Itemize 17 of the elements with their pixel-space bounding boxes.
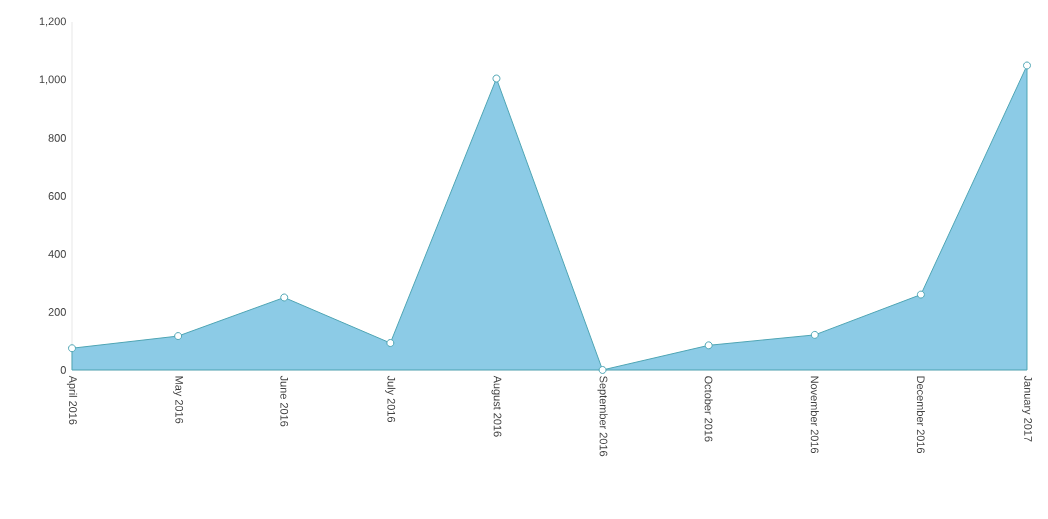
y-tick-label: 1,200 xyxy=(39,17,66,27)
y-tick-label: 1,000 xyxy=(39,75,66,85)
x-tick-label: July 2016 xyxy=(385,375,396,423)
y-tick-label: 200 xyxy=(48,308,66,316)
x-tick-label: October 2016 xyxy=(704,376,713,442)
y-tick-label: 600 xyxy=(48,192,66,200)
x-tick-label: June 2016 xyxy=(280,375,289,427)
x-tick-label: August 2016 xyxy=(491,375,502,437)
x-tick-label: January 2017 xyxy=(1022,375,1032,442)
x-tick-label: April 2016 xyxy=(66,375,78,425)
y-tick-label: 400 xyxy=(48,250,66,258)
y-tick-label: 800 xyxy=(48,134,66,142)
x-tick-label: December 2016 xyxy=(916,376,925,454)
x-tick-label: September 2016 xyxy=(597,376,608,457)
x-tick-label: November 2016 xyxy=(810,376,819,454)
x-tick-label: May 2016 xyxy=(173,376,184,424)
y-tick-label: 0 xyxy=(60,366,66,374)
